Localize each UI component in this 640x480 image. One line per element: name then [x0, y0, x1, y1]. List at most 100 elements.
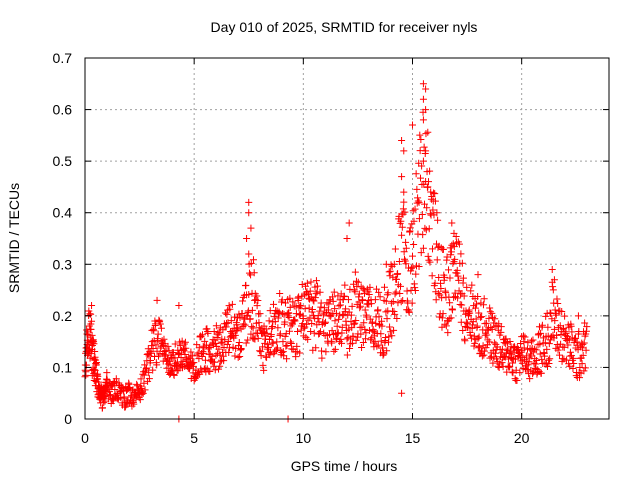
data-point	[308, 306, 316, 314]
data-point	[383, 315, 391, 323]
y-tick-label: 0.5	[53, 153, 73, 169]
data-point	[235, 310, 243, 318]
data-point	[426, 167, 434, 175]
chart-title: Day 010 of 2025, SRMTID for receiver nyl…	[211, 19, 478, 35]
data-point	[304, 335, 312, 343]
data-point	[287, 322, 295, 330]
data-point	[542, 312, 550, 320]
data-point	[303, 320, 311, 328]
data-point	[475, 309, 483, 317]
data-point	[422, 85, 430, 93]
data-point	[346, 345, 354, 353]
data-point	[521, 333, 529, 341]
data-point	[201, 356, 209, 364]
data-point	[357, 283, 365, 291]
data-point	[419, 116, 427, 124]
data-point	[345, 219, 353, 227]
data-point	[228, 300, 236, 308]
data-point	[556, 351, 564, 359]
x-tick-label: 0	[81, 430, 89, 446]
data-point	[331, 345, 339, 353]
data-point	[336, 301, 344, 309]
data-point	[442, 322, 450, 330]
data-point	[249, 324, 257, 332]
data-point	[240, 320, 248, 328]
data-point	[156, 320, 164, 328]
data-point	[261, 339, 269, 347]
data-point	[148, 342, 156, 350]
data-point	[148, 338, 156, 346]
data-point	[377, 330, 385, 338]
data-point	[186, 363, 194, 371]
data-point	[153, 296, 161, 304]
data-point	[460, 292, 468, 300]
data-point	[580, 339, 588, 347]
data-point	[296, 349, 304, 357]
data-point	[245, 250, 253, 258]
data-point	[488, 325, 496, 333]
data-point	[387, 328, 395, 336]
data-point	[422, 106, 430, 114]
grid-lines	[85, 58, 609, 419]
data-point	[390, 326, 398, 334]
data-point	[276, 290, 284, 298]
data-point	[454, 294, 462, 302]
data-point	[419, 157, 427, 165]
data-point	[548, 315, 556, 323]
data-point	[478, 352, 486, 360]
data-point	[185, 353, 193, 361]
data-point	[393, 315, 401, 323]
data-point	[471, 304, 479, 312]
data-point	[422, 130, 430, 138]
data-point	[429, 206, 437, 214]
data-point	[322, 348, 330, 356]
data-point	[190, 359, 198, 367]
data-point	[318, 354, 326, 362]
data-point	[417, 249, 425, 257]
data-point	[360, 289, 368, 297]
data-point	[457, 250, 465, 258]
data-point	[323, 299, 331, 307]
data-point	[450, 243, 458, 251]
data-point	[250, 269, 258, 277]
data-point	[409, 207, 417, 215]
data-point	[286, 327, 294, 335]
data-point	[365, 290, 373, 298]
data-point	[295, 293, 303, 301]
data-point	[417, 136, 425, 144]
data-point	[344, 296, 352, 304]
data-point	[297, 302, 305, 310]
data-point	[242, 339, 250, 347]
data-point	[208, 352, 216, 360]
data-point	[152, 341, 160, 349]
data-point	[244, 336, 252, 344]
data-point	[316, 328, 324, 336]
data-point	[278, 349, 286, 357]
data-point	[431, 190, 439, 198]
data-point	[269, 339, 277, 347]
data-point	[401, 208, 409, 216]
data-point	[538, 355, 546, 363]
data-point	[532, 346, 540, 354]
data-point	[201, 337, 209, 345]
data-point	[242, 281, 250, 289]
data-point	[359, 296, 367, 304]
data-point	[398, 137, 406, 145]
data-point	[413, 185, 421, 193]
data-point	[314, 282, 322, 290]
data-point	[409, 252, 416, 260]
data-point	[206, 368, 214, 376]
data-point	[302, 282, 310, 290]
data-point	[181, 338, 189, 346]
data-point	[306, 287, 314, 295]
data-point	[130, 400, 138, 408]
data-point	[352, 336, 360, 344]
data-point	[295, 311, 303, 319]
data-point	[316, 288, 324, 296]
data-point	[545, 340, 553, 348]
data-point	[247, 224, 255, 232]
data-point	[374, 341, 382, 349]
data-point	[554, 300, 562, 308]
data-point	[310, 297, 318, 305]
data-point	[441, 320, 449, 328]
